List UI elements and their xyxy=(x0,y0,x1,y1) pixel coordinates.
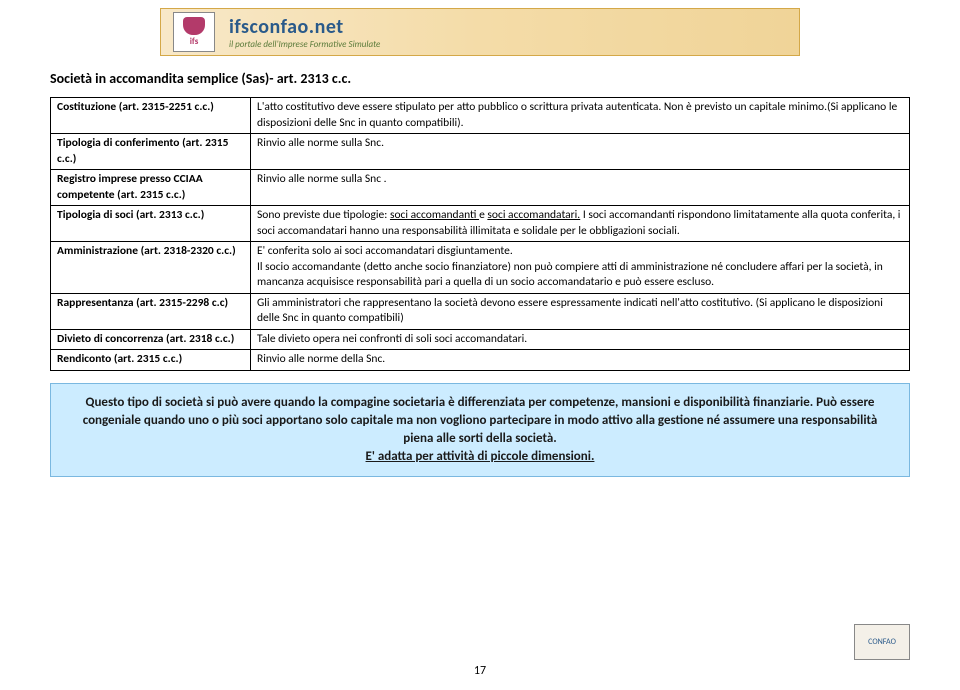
table-row: Divieto di concorrenza (art. 2318 c.c.)T… xyxy=(51,329,910,350)
row-value: Rinvio alle norme della Snc. xyxy=(251,350,910,371)
row-value: Rinvio alle norme sulla Snc . xyxy=(251,170,910,206)
header-bar: ifs ifsconfao.net il portale dell'Impres… xyxy=(160,8,800,56)
table-row: Costituzione (art. 2315-2251 c.c.)L'atto… xyxy=(51,98,910,134)
row-label: Rendiconto (art. 2315 c.c.) xyxy=(51,350,251,371)
row-label: Costituzione (art. 2315-2251 c.c.) xyxy=(51,98,251,134)
row-label: Divieto di concorrenza (art. 2318 c.c.) xyxy=(51,329,251,350)
brand-block: ifsconfao.net il portale dell'Imprese Fo… xyxy=(229,15,380,50)
logo-shape xyxy=(183,17,205,35)
page-number: 17 xyxy=(0,664,960,678)
row-value: E' conferita solo ai soci accomandatari … xyxy=(251,242,910,294)
row-value: Tale divieto opera nei confronti di soli… xyxy=(251,329,910,350)
row-label: Tipologia di soci (art. 2313 c.c.) xyxy=(51,206,251,242)
brand-name: ifsconfao.net xyxy=(229,15,380,39)
row-value: Sono previste due tipologie: soci accoma… xyxy=(251,206,910,242)
row-label: Rappresentanza (art. 2315-2298 c.c) xyxy=(51,293,251,329)
row-value: Rinvio alle norme sulla Snc. xyxy=(251,134,910,170)
logo-ifs: ifs xyxy=(173,12,215,52)
definition-table: Costituzione (art. 2315-2251 c.c.)L'atto… xyxy=(50,97,910,371)
callout-text-underline: E' adatta per attività di piccole dimens… xyxy=(366,449,595,464)
logo-text: ifs xyxy=(190,36,199,47)
table-row: Tipologia di conferimento (art. 2315 c.c… xyxy=(51,134,910,170)
row-label: Registro imprese presso CCIAA competente… xyxy=(51,170,251,206)
callout-text-main: Questo tipo di società si può avere quan… xyxy=(83,395,878,446)
table-row: Registro imprese presso CCIAA competente… xyxy=(51,170,910,206)
underline-text: soci accomandatari. xyxy=(487,208,580,222)
table-row: Rappresentanza (art. 2315-2298 c.c)Gli a… xyxy=(51,293,910,329)
table-row: Amministrazione (art. 2318-2320 c.c.)E' … xyxy=(51,242,910,294)
brand-tagline: il portale dell'Imprese Formative Simula… xyxy=(229,39,380,50)
content-area: Società in accomandita semplice (Sas)- a… xyxy=(50,70,910,477)
row-label: Tipologia di conferimento (art. 2315 c.c… xyxy=(51,134,251,170)
row-label: Amministrazione (art. 2318-2320 c.c.) xyxy=(51,242,251,294)
underline-text: soci accomandanti xyxy=(390,208,479,222)
footer-logo-confao: CONFAO xyxy=(854,624,910,660)
row-value: Gli amministratori che rappresentano la … xyxy=(251,293,910,329)
footer-logo-text: CONFAO xyxy=(868,637,896,647)
section-title: Società in accomandita semplice (Sas)- a… xyxy=(50,70,910,87)
row-value: L'atto costitutivo deve essere stipulato… xyxy=(251,98,910,134)
table-row: Rendiconto (art. 2315 c.c.)Rinvio alle n… xyxy=(51,350,910,371)
table-row: Tipologia di soci (art. 2313 c.c.)Sono p… xyxy=(51,206,910,242)
callout-box: Questo tipo di società si può avere quan… xyxy=(50,383,910,478)
